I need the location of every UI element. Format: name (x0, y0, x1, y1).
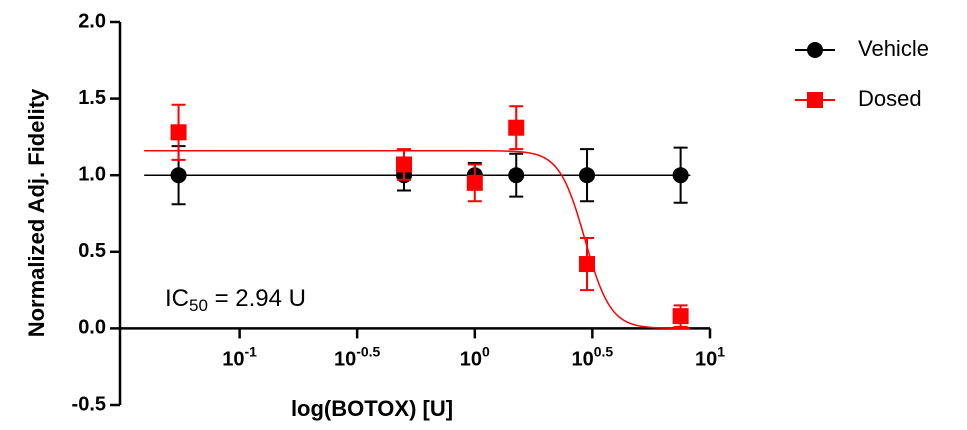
annotation-suffix: = 2.94 U (208, 285, 306, 312)
x-axis-title: log(BOTOX) [U] (291, 396, 453, 421)
y-tick-label: 0.0 (78, 317, 106, 339)
point (508, 167, 525, 184)
point (466, 174, 483, 191)
point (579, 167, 596, 184)
point (508, 119, 525, 136)
legend-label: Dosed (858, 86, 922, 111)
x-tick-exponent: 0.5 (594, 343, 614, 359)
x-tick-label: 10-1 (222, 343, 257, 371)
annotation-prefix: IC (165, 285, 189, 312)
x-tick-label: 100.5 (571, 343, 613, 371)
legend-label: Vehicle (858, 36, 929, 61)
annotation-subscript: 50 (189, 296, 208, 315)
x-tick-base: 10 (334, 349, 356, 371)
point (579, 256, 596, 273)
point (672, 308, 689, 325)
x-tick-base: 10 (460, 349, 482, 371)
x-tick-exponent: -1 (245, 343, 258, 359)
x-tick-label: 100 (460, 343, 490, 371)
x-tick-exponent: 1 (717, 343, 725, 359)
x-tick-base: 10 (571, 349, 593, 371)
x-tick-label: 10-0.5 (334, 343, 381, 371)
y-tick-label: -0.5 (72, 393, 106, 415)
point (170, 124, 187, 141)
legend-marker (807, 42, 823, 58)
y-tick-label: 1.0 (78, 163, 106, 185)
point (672, 167, 689, 184)
y-tick-label: 2.0 (78, 10, 106, 32)
annotation: IC50 = 2.94 U (165, 285, 306, 315)
y-axis-title: Normalized Adj. Fidelity (24, 88, 49, 337)
point (170, 167, 187, 184)
y-tick-label: 1.5 (78, 87, 106, 109)
y-tick-label: 0.5 (78, 240, 106, 262)
x-tick-base: 10 (222, 349, 244, 371)
fit-curve (144, 149, 691, 330)
x-tick-exponent: -0.5 (356, 343, 380, 359)
x-tick-label: 101 (695, 343, 725, 371)
legend-marker (807, 92, 823, 108)
x-tick-base: 10 (695, 349, 717, 371)
point (396, 156, 413, 173)
x-tick-exponent: 0 (482, 343, 490, 359)
